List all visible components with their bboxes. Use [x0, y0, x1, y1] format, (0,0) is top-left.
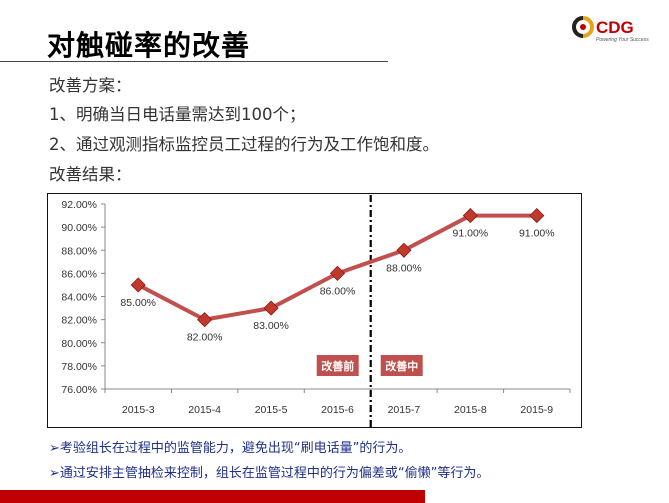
data-point-marker: [197, 312, 213, 328]
y-tick-label: 78.00%: [61, 361, 97, 373]
data-label: 85.00%: [120, 297, 156, 309]
x-tick-label: 2015-8: [454, 404, 487, 416]
phase-label: 改善前: [321, 359, 354, 373]
chart-frame: [47, 193, 582, 428]
y-tick-label: 76.00%: [61, 384, 97, 396]
note-2: ➢通过安排主管抽检来控制，组长在监管过程中的行为偏差或“偷懒”等行为。: [49, 466, 490, 481]
data-label: 82.00%: [187, 332, 223, 344]
x-tick-label: 2015-6: [321, 404, 354, 416]
footer-bar: [0, 490, 425, 503]
data-point-marker: [263, 300, 279, 316]
phase-label-bg: [380, 355, 423, 376]
svg-text:Powering Your Success: Powering Your Success: [596, 37, 649, 43]
result-heading: 改善结果：: [49, 165, 132, 184]
x-tick-label: 2015-9: [520, 404, 553, 416]
svg-text:CDG: CDG: [596, 18, 634, 37]
x-tick-label: 2015-4: [188, 404, 221, 416]
data-point-marker: [462, 207, 478, 224]
x-tick-label: 2015-7: [388, 404, 421, 416]
note-1: ➢考验组长在过程中的监管能力，避免出现“刷电话量”的行为。: [49, 441, 412, 456]
page-title: 对触碰率的改善: [47, 29, 251, 62]
plan-heading: 改善方案：: [49, 76, 132, 95]
data-label: 83.00%: [253, 320, 289, 332]
data-point-marker: [130, 277, 146, 293]
cdg-logo: CDG Powering Your Success: [572, 16, 649, 43]
phase-label-bg: [316, 355, 359, 376]
data-label: 86.00%: [320, 285, 356, 297]
data-label: 91.00%: [519, 228, 555, 240]
data-point-marker: [529, 207, 545, 224]
y-tick-label: 92.00%: [61, 199, 97, 211]
data-point-marker: [329, 265, 346, 281]
data-label: 88.00%: [386, 262, 422, 274]
plan-item-2: 2、通过观测指标监控员工过程的行为及工作饱和度。: [49, 135, 439, 154]
x-tick-label: 2015-3: [122, 404, 155, 416]
y-tick-label: 84.00%: [61, 292, 97, 304]
data-label: 91.00%: [453, 228, 489, 240]
y-tick-label: 88.00%: [61, 245, 97, 257]
plan-item-1: 1、明确当日电话量需达到100个；: [49, 105, 306, 124]
phase-label: 改善中: [385, 359, 418, 373]
y-tick-label: 80.00%: [61, 338, 97, 350]
x-tick-label: 2015-5: [255, 404, 288, 416]
y-tick-label: 86.00%: [61, 268, 97, 280]
y-tick-label: 82.00%: [61, 315, 97, 327]
title-divider: [0, 61, 388, 62]
data-point-marker: [396, 242, 412, 258]
y-tick-label: 90.00%: [61, 222, 97, 234]
